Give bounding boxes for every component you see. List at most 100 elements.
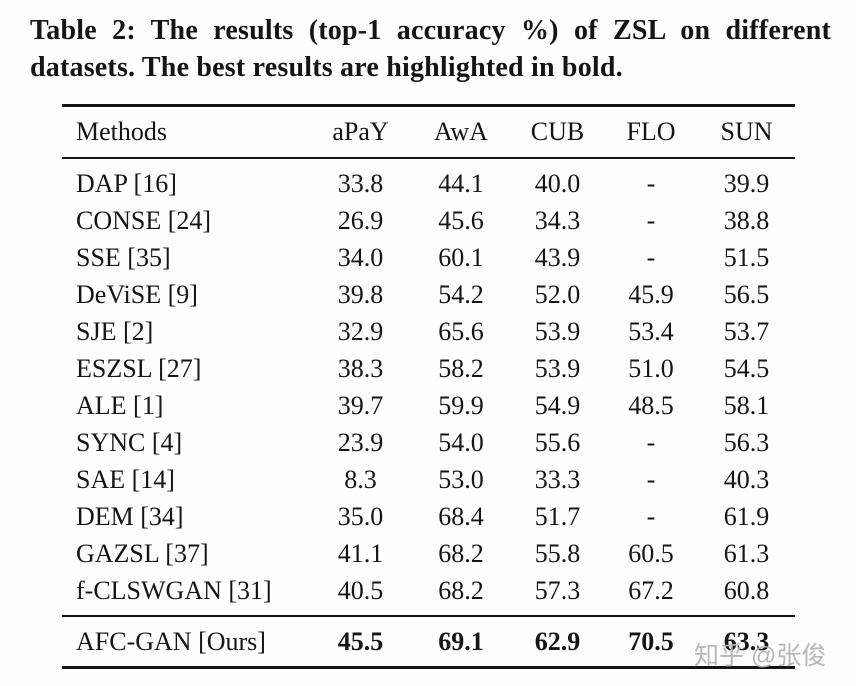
value-cell: 67.2 (628, 575, 674, 605)
column-header-apay: aPaY (332, 117, 389, 146)
value-cell: 44.1 (438, 168, 484, 198)
table-row: DAP [16] 33.8 44.1 40.0 - 39.9 (62, 158, 795, 202)
table-row: SSE [35] 34.0 60.1 43.9 - 51.5 (62, 239, 795, 276)
table-caption: Table 2: The results (top-1 accuracy %) … (30, 12, 831, 86)
value-cell: - (646, 205, 656, 235)
value-cell: 70.5 (628, 626, 674, 656)
value-cell: 54.5 (723, 353, 770, 383)
value-cell: 59.9 (438, 390, 484, 420)
table-row: SYNC [4] 23.9 54.0 55.6 - 56.3 (62, 424, 795, 461)
method-cell: DEM [34] (76, 501, 184, 531)
value-cell: 40.0 (534, 168, 581, 198)
value-cell: 26.9 (337, 205, 384, 235)
method-cell: SAE [14] (76, 464, 175, 494)
value-cell: 33.3 (534, 464, 581, 494)
value-cell: 48.5 (628, 390, 674, 420)
value-cell: 68.4 (438, 501, 484, 531)
value-cell: 34.3 (534, 205, 581, 235)
value-cell: 39.9 (723, 168, 770, 198)
value-cell: - (646, 168, 656, 198)
value-cell: - (646, 427, 656, 457)
value-cell: 55.6 (534, 427, 581, 457)
value-cell: 51.7 (534, 501, 581, 531)
header-row: Methods aPaY AwA CUB FLO SUN (62, 106, 795, 159)
value-cell: 35.0 (337, 501, 384, 531)
value-cell: 52.0 (534, 279, 581, 309)
method-cell: DAP [16] (76, 168, 177, 198)
method-cell: DeViSE [9] (76, 279, 198, 309)
value-cell: 34.0 (337, 242, 384, 272)
method-cell: SYNC [4] (76, 427, 183, 457)
method-cell: GAZSL [37] (76, 538, 209, 568)
caption-line-1: Table 2: The results (top-1 accuracy %) … (30, 15, 831, 46)
value-cell: 53.4 (628, 316, 674, 346)
value-cell: - (646, 242, 656, 272)
value-cell: 65.6 (438, 316, 484, 346)
value-cell: 39.7 (337, 390, 384, 420)
value-cell: 68.2 (438, 575, 484, 605)
value-cell: 45.9 (628, 279, 674, 309)
method-cell: AFC-GAN [Ours] (76, 626, 266, 656)
table-row: CONSE [24] 26.9 45.6 34.3 - 38.8 (62, 202, 795, 239)
table-row: DeViSE [9] 39.8 54.2 52.0 45.9 56.5 (62, 276, 795, 313)
value-cell: 38.3 (337, 353, 384, 383)
column-header-cub: CUB (530, 117, 585, 146)
table-body: DAP [16] 33.8 44.1 40.0 - 39.9 CONSE [24… (62, 158, 795, 616)
value-cell: 62.9 (534, 626, 581, 656)
table-row: ESZSL [27] 38.3 58.2 53.9 51.0 54.5 (62, 350, 795, 387)
table-row: SAE [14] 8.3 53.0 33.3 - 40.3 (62, 461, 795, 498)
table-row: GAZSL [37] 41.1 68.2 55.8 60.5 61.3 (62, 535, 795, 572)
table-row: ALE [1] 39.7 59.9 54.9 48.5 58.1 (62, 387, 795, 424)
value-cell: - (646, 501, 656, 531)
results-table: Methods aPaY AwA CUB FLO SUN DAP [16] 33… (62, 104, 795, 669)
value-cell: 54.9 (534, 390, 581, 420)
value-cell: 41.1 (337, 538, 384, 568)
value-cell: 54.0 (438, 427, 484, 457)
table-row-ours: AFC-GAN [Ours] 45.5 69.1 62.9 70.5 63.3 (62, 616, 795, 668)
value-cell: 43.9 (534, 242, 581, 272)
value-cell: 56.5 (723, 279, 770, 309)
value-cell: 61.9 (723, 501, 770, 531)
column-header-methods: Methods (76, 117, 167, 146)
value-cell: 32.9 (337, 316, 384, 346)
value-cell: 69.1 (438, 626, 484, 656)
value-cell: 61.3 (723, 538, 770, 568)
zhihu-watermark: 知乎 @张俊 (694, 642, 827, 670)
value-cell: 56.3 (723, 427, 770, 457)
method-cell: SSE [35] (76, 242, 171, 272)
value-cell: 53.9 (534, 316, 581, 346)
value-cell: 55.8 (534, 538, 581, 568)
value-cell: - (646, 464, 656, 494)
table-row: f-CLSWGAN [31] 40.5 68.2 57.3 67.2 60.8 (62, 572, 795, 616)
value-cell: 45.5 (337, 626, 384, 656)
method-cell: CONSE [24] (76, 205, 212, 235)
value-cell: 63.3 (723, 626, 770, 656)
value-cell: 51.5 (723, 242, 770, 272)
table-footer-section: AFC-GAN [Ours] 45.5 69.1 62.9 70.5 63.3 (62, 616, 795, 668)
value-cell: 45.6 (438, 205, 484, 235)
value-cell: 39.8 (337, 279, 384, 309)
value-cell: 40.3 (723, 464, 770, 494)
column-header-flo: FLO (626, 117, 676, 146)
column-header-sun: SUN (720, 117, 773, 146)
method-cell: ESZSL [27] (76, 353, 202, 383)
caption-line-2: datasets. The best results are highlight… (30, 52, 623, 83)
table-header: Methods aPaY AwA CUB FLO SUN (62, 106, 795, 159)
table-row: SJE [2] 32.9 65.6 53.9 53.4 53.7 (62, 313, 795, 350)
value-cell: 68.2 (438, 538, 484, 568)
value-cell: 33.8 (337, 168, 384, 198)
method-cell: f-CLSWGAN [31] (76, 575, 272, 605)
table-row: DEM [34] 35.0 68.4 51.7 - 61.9 (62, 498, 795, 535)
value-cell: 60.5 (628, 538, 674, 568)
method-cell: ALE [1] (76, 390, 164, 420)
value-cell: 58.1 (723, 390, 770, 420)
value-cell: 57.3 (534, 575, 581, 605)
column-header-awa: AwA (434, 117, 488, 146)
value-cell: 53.0 (438, 464, 484, 494)
value-cell: 60.1 (438, 242, 484, 272)
value-cell: 53.9 (534, 353, 581, 383)
value-cell: 51.0 (628, 353, 674, 383)
value-cell: 38.8 (723, 205, 770, 235)
value-cell: 54.2 (438, 279, 484, 309)
